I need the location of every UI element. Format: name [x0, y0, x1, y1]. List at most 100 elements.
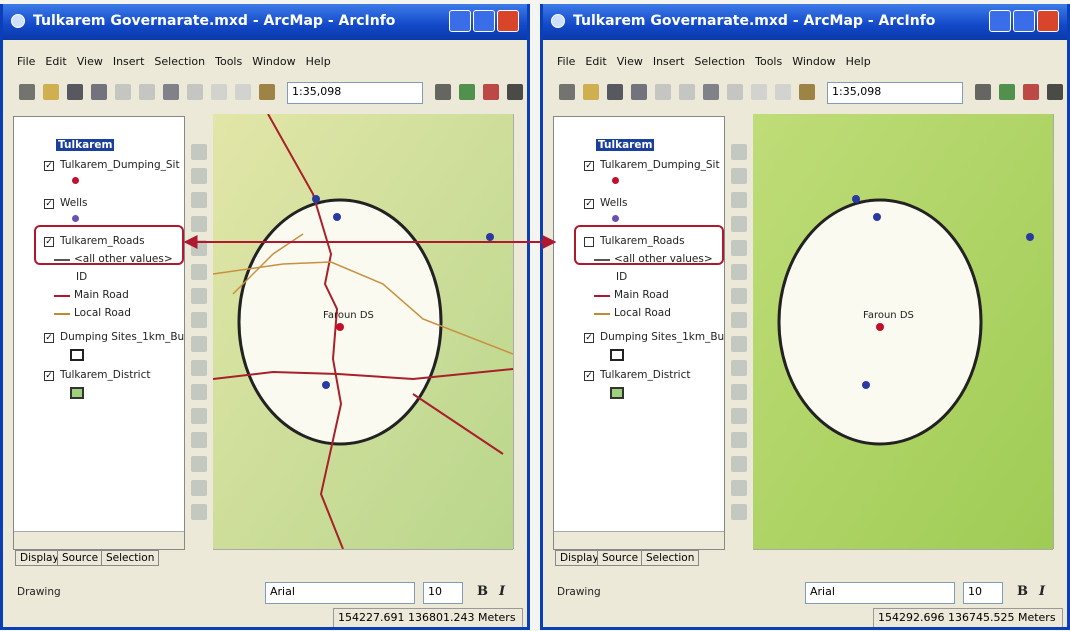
toolbar-button[interactable] [1047, 84, 1063, 100]
toolbar-button[interactable] [583, 84, 599, 100]
layer-checkbox[interactable]: ✓ [584, 371, 594, 381]
minimize-button[interactable] [989, 10, 1011, 32]
toolbar-button[interactable] [727, 84, 743, 100]
tools-button[interactable] [731, 336, 747, 352]
tools-button[interactable] [191, 240, 207, 256]
map-view[interactable]: Faroun DS [753, 114, 1053, 549]
italic-button[interactable]: I [1039, 584, 1045, 599]
menu-item[interactable]: File [557, 55, 575, 68]
toolbar-button[interactable] [43, 84, 59, 100]
tools-button[interactable] [191, 264, 207, 280]
tools-button[interactable] [731, 240, 747, 256]
toolbar-button[interactable] [91, 84, 107, 100]
layer-name[interactable]: Dumping Sites_1km_Bu [600, 331, 724, 343]
tools-button[interactable] [731, 504, 747, 520]
close-button[interactable] [497, 10, 519, 32]
tools-button[interactable] [191, 216, 207, 232]
toolbar-button[interactable] [751, 84, 767, 100]
bold-button[interactable]: B [1017, 584, 1028, 599]
layer-name[interactable]: Wells [600, 197, 628, 209]
tools-button[interactable] [731, 168, 747, 184]
toc-root[interactable]: Tulkarem [596, 139, 654, 151]
layer-name[interactable]: Dumping Sites_1km_Bu [60, 331, 184, 343]
toolbar-button[interactable] [631, 84, 647, 100]
minimize-button[interactable] [449, 10, 471, 32]
tools-button[interactable] [191, 360, 207, 376]
layer-checkbox[interactable]: ✓ [44, 333, 54, 343]
maximize-button[interactable] [473, 10, 495, 32]
menu-item[interactable]: Insert [113, 55, 145, 68]
layer-name[interactable]: Tulkarem_District [60, 369, 150, 381]
menu-item[interactable]: Window [792, 55, 835, 68]
tools-button[interactable] [191, 480, 207, 496]
close-button[interactable] [1037, 10, 1059, 32]
layer-checkbox[interactable]: ✓ [584, 199, 594, 209]
toolbar-button[interactable] [259, 84, 275, 100]
menu-item[interactable]: View [77, 55, 103, 68]
maximize-button[interactable] [1013, 10, 1035, 32]
toolbar-button[interactable] [703, 84, 719, 100]
tools-button[interactable] [731, 384, 747, 400]
tools-button[interactable] [191, 408, 207, 424]
toolbar-button[interactable] [999, 84, 1015, 100]
layer-checkbox[interactable]: ✓ [584, 161, 594, 171]
toolbar-button[interactable] [459, 84, 475, 100]
toolbar-button[interactable] [235, 84, 251, 100]
tools-button[interactable] [731, 144, 747, 160]
toolbar-button[interactable] [1023, 84, 1039, 100]
font-combo[interactable]: Arial [805, 582, 955, 604]
tools-button[interactable] [191, 192, 207, 208]
toolbar-button[interactable] [163, 84, 179, 100]
drawing-menu[interactable]: Drawing [17, 586, 61, 598]
layer-name[interactable]: Tulkarem_Dumping_Sit [600, 159, 720, 171]
layer-checkbox[interactable]: ✓ [44, 161, 54, 171]
menu-item[interactable]: Help [846, 55, 871, 68]
toc-tab[interactable]: Selection [641, 550, 699, 566]
layer-checkbox[interactable]: ✓ [44, 371, 54, 381]
tools-button[interactable] [731, 216, 747, 232]
layer-name[interactable]: Wells [60, 197, 88, 209]
tools-button[interactable] [191, 432, 207, 448]
scale-combo[interactable]: 1:35,098 [287, 82, 423, 104]
toolbar-button[interactable] [115, 84, 131, 100]
toolbar-button[interactable] [975, 84, 991, 100]
toolbar-button[interactable] [211, 84, 227, 100]
toolbar-button[interactable] [775, 84, 791, 100]
menu-item[interactable]: Window [252, 55, 295, 68]
menu-item[interactable]: Insert [653, 55, 685, 68]
toc-tab[interactable]: Selection [101, 550, 159, 566]
italic-button[interactable]: I [499, 584, 505, 599]
menu-item[interactable]: Edit [45, 55, 66, 68]
drawing-menu[interactable]: Drawing [557, 586, 601, 598]
tools-button[interactable] [731, 192, 747, 208]
tools-button[interactable] [731, 360, 747, 376]
layer-checkbox[interactable]: ✓ [584, 333, 594, 343]
font-size-combo[interactable]: 10 [963, 582, 1003, 604]
menu-item[interactable]: Selection [694, 55, 745, 68]
tools-button[interactable] [731, 432, 747, 448]
toolbar-button[interactable] [483, 84, 499, 100]
toolbar-button[interactable] [435, 84, 451, 100]
tools-button[interactable] [731, 456, 747, 472]
tools-button[interactable] [191, 336, 207, 352]
toolbar-button[interactable] [139, 84, 155, 100]
toolbar-button[interactable] [19, 84, 35, 100]
menu-item[interactable]: View [617, 55, 643, 68]
tools-button[interactable] [731, 264, 747, 280]
toolbar-button[interactable] [187, 84, 203, 100]
font-combo[interactable]: Arial [265, 582, 415, 604]
menu-item[interactable]: Help [306, 55, 331, 68]
toolbar-button[interactable] [507, 84, 523, 100]
toolbar-button[interactable] [799, 84, 815, 100]
tools-button[interactable] [191, 288, 207, 304]
tools-button[interactable] [191, 384, 207, 400]
tools-button[interactable] [191, 504, 207, 520]
tools-button[interactable] [191, 312, 207, 328]
bold-button[interactable]: B [477, 584, 488, 599]
tools-button[interactable] [731, 312, 747, 328]
toolbar-button[interactable] [67, 84, 83, 100]
tools-button[interactable] [731, 480, 747, 496]
toc-tab[interactable]: Source [597, 550, 643, 566]
menu-item[interactable]: Tools [215, 55, 242, 68]
toc-tab[interactable]: Source [57, 550, 103, 566]
